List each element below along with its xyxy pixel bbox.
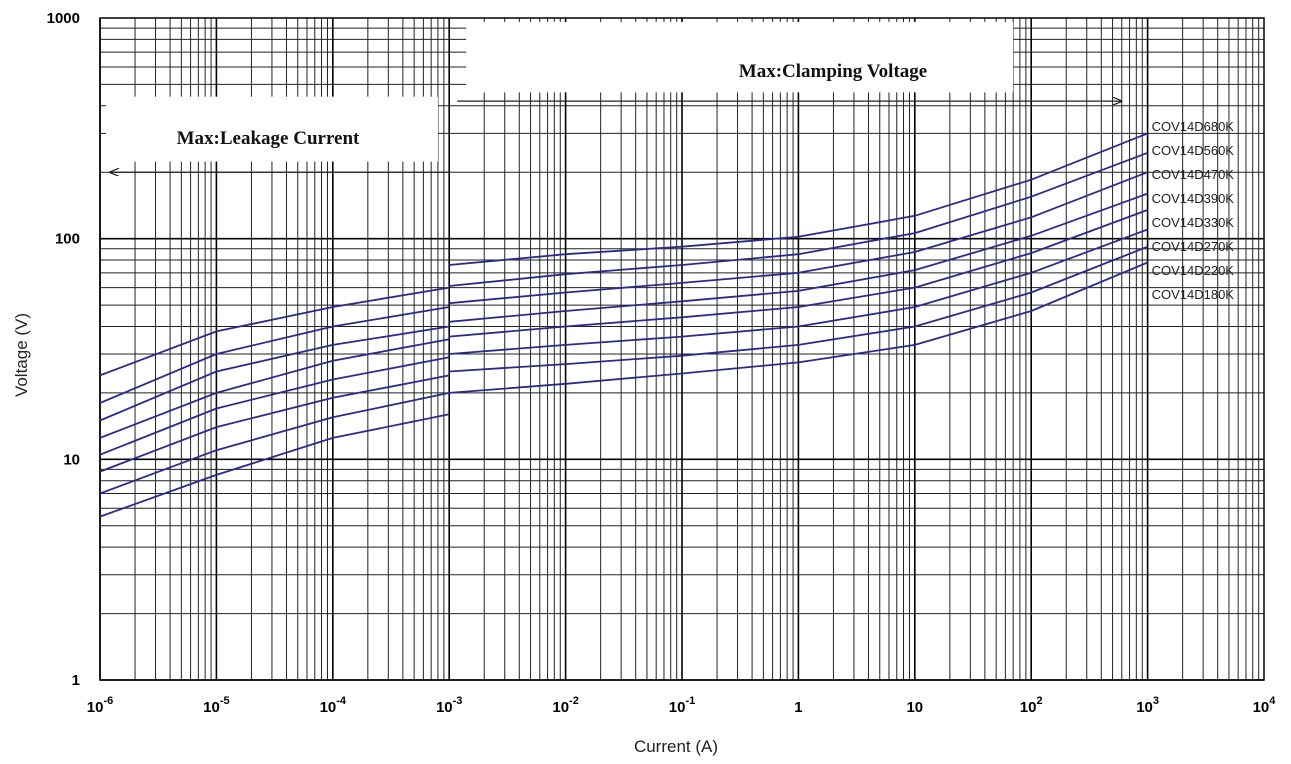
series-line-COV14D470K-clamping — [449, 171, 1148, 305]
series-line-COV14D390K-clamping — [449, 192, 1148, 323]
leakage-annotation-text: Max:Leakage Current — [177, 128, 360, 149]
leakage-label-box — [106, 96, 438, 162]
annotations: Max:Leakage Current Max:Clamping Voltage — [106, 22, 1122, 172]
series-line-COV14D330K-leakage — [99, 356, 450, 456]
series-line-COV14D560K-leakage — [99, 306, 450, 404]
x-tick-label: 10-2 — [552, 695, 578, 716]
series-line-COV14D270K-clamping — [449, 228, 1148, 355]
series-line-COV14D560K-clamping — [449, 151, 1148, 287]
x-tick-label: 10 — [906, 699, 923, 716]
x-tick-label: 1 — [794, 699, 802, 716]
x-tick-label: 10-1 — [669, 695, 695, 716]
series-label-COV14D270K: COV14D270K — [1152, 239, 1235, 254]
series-label-COV14D330K: COV14D330K — [1152, 215, 1235, 230]
plot-frame — [99, 17, 1265, 681]
series-line-COV14D180K-clamping — [449, 261, 1148, 394]
series-label-COV14D180K: COV14D180K — [1152, 287, 1235, 302]
series-labels: COV14D680K COV14D560K COV14D470K COV14D390K… — [1152, 119, 1235, 302]
series-label-COV14D390K: COV14D390K — [1152, 191, 1235, 206]
series-line-COV14D390K-leakage — [99, 338, 450, 439]
y-tick-label: 1000 — [47, 10, 80, 27]
y-tick-label: 100 — [55, 231, 80, 248]
x-tick-label: 10-5 — [203, 695, 229, 716]
y-tick-label: 10 — [63, 451, 80, 468]
series-label-COV14D220K: COV14D220K — [1152, 263, 1235, 278]
series-label-COV14D680K: COV14D680K — [1152, 119, 1235, 134]
clamping-label-box — [466, 22, 1014, 93]
series-line-COV14D330K-clamping — [449, 209, 1148, 338]
x-axis-title: Current (A) — [634, 737, 718, 756]
x-axis-ticks: 10-6 10-5 10-4 10-3 10-2 10-1 1 10 102 103 104 — [87, 695, 1277, 716]
y-axis-ticks: 1 10 100 1000 — [47, 10, 80, 689]
series-line-COV14D220K-clamping — [449, 245, 1148, 373]
x-tick-label: 10-6 — [87, 695, 113, 716]
x-tick-label: 103 — [1136, 695, 1159, 716]
x-tick-label: 102 — [1020, 695, 1043, 716]
x-tick-label: 10-3 — [436, 695, 462, 716]
x-tick-label: 10-4 — [320, 695, 347, 716]
series-line-COV14D180K-leakage — [99, 413, 450, 518]
series-line-COV14D270K-leakage — [99, 374, 450, 473]
series-label-COV14D560K: COV14D560K — [1152, 143, 1235, 158]
series-label-COV14D470K: COV14D470K — [1152, 167, 1235, 182]
series-line-COV14D220K-leakage — [99, 392, 450, 495]
series-line-COV14D680K-clamping — [449, 132, 1148, 266]
series-line-COV14D680K-leakage — [99, 286, 450, 377]
x-tick-label: 104 — [1253, 695, 1277, 716]
series-lines — [99, 132, 1148, 518]
clamping-annotation-text: Max:Clamping Voltage — [739, 61, 927, 82]
y-axis-title: Voltage (V) — [12, 313, 31, 397]
series-line-COV14D470K-leakage — [99, 325, 450, 422]
y-tick-label: 1 — [72, 672, 80, 689]
